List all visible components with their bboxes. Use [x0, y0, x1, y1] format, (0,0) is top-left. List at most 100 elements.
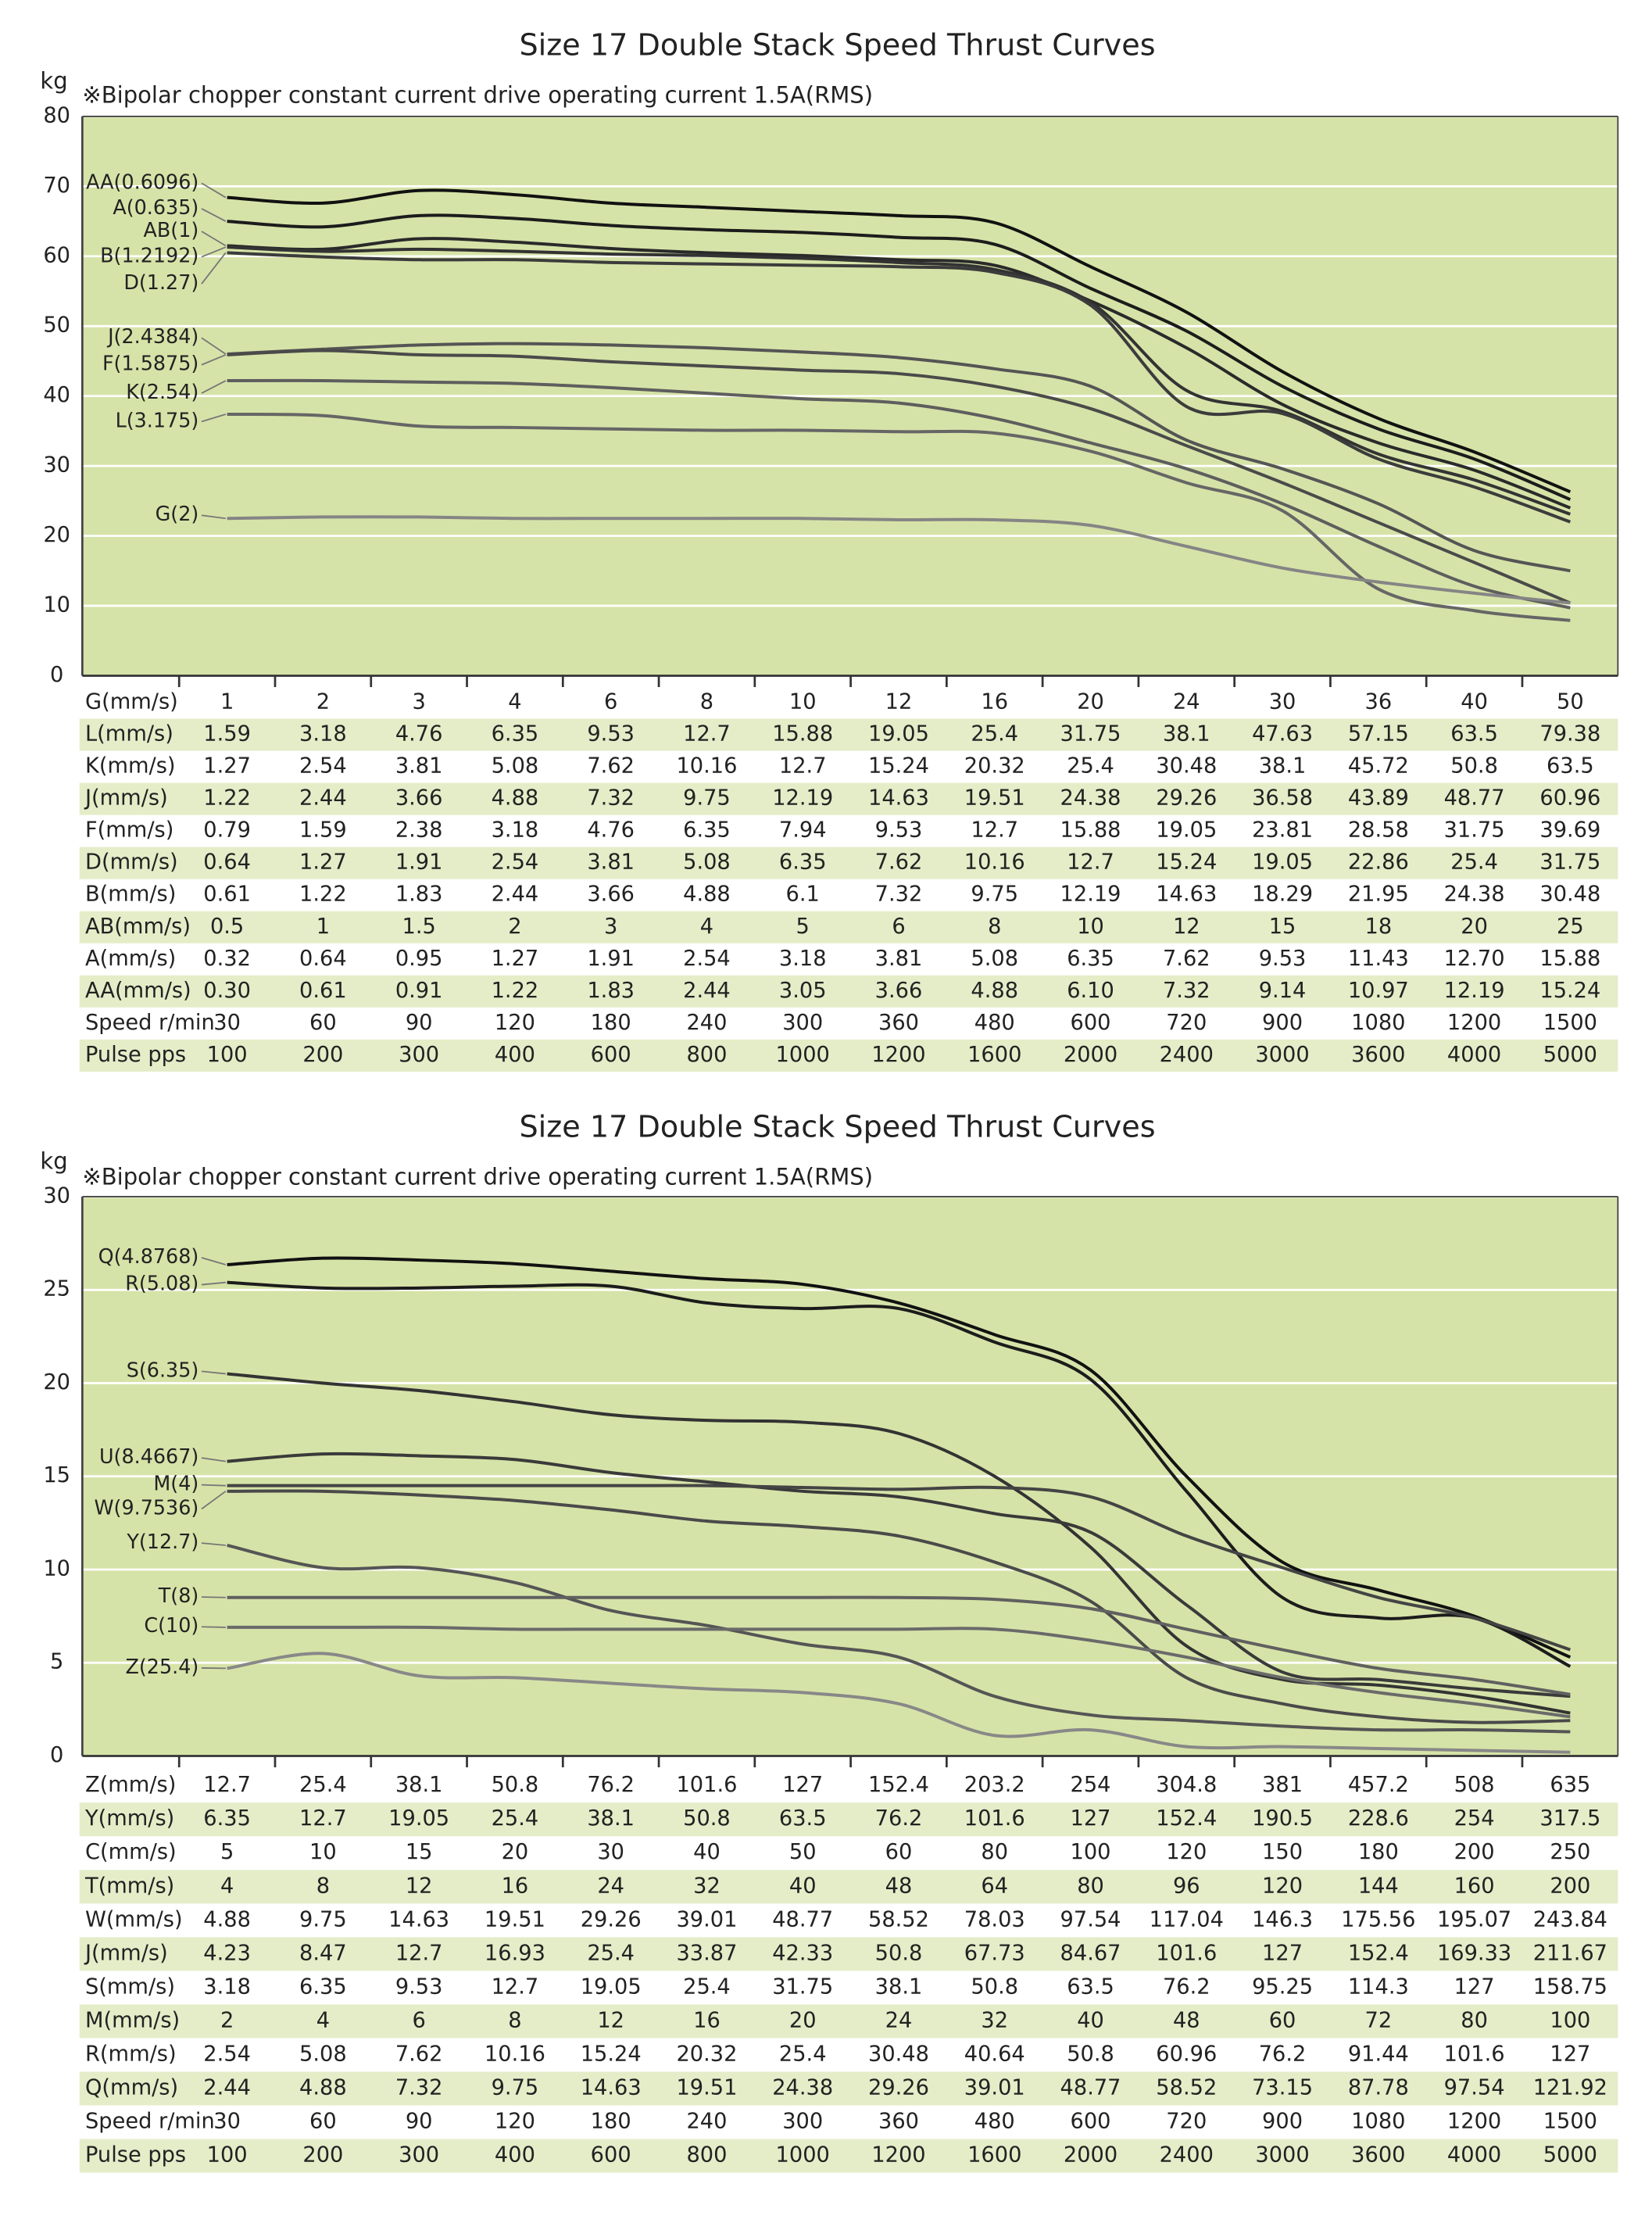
curve-label: R(5.08): [125, 1272, 198, 1295]
table-cell: 146.3: [1252, 1907, 1313, 1931]
table-cell: 100: [207, 1043, 248, 1067]
table-cell: 2.38: [395, 818, 443, 843]
table-cell: 3000: [1255, 2143, 1309, 2168]
table-cell: 6.35: [1067, 947, 1114, 971]
table-cell: 6.35: [683, 818, 731, 843]
table-cell: 9.75: [971, 882, 1018, 907]
table-cell: 3.18: [779, 947, 827, 971]
table-cell: 24.38: [772, 2076, 833, 2100]
table-cell: 3600: [1351, 1043, 1405, 1067]
table-cell: 100: [207, 2143, 248, 2168]
legend-leader: [201, 354, 227, 366]
table-cell: 67.73: [964, 1941, 1025, 1965]
table-cell: 2: [508, 915, 521, 939]
legend-leader: [201, 1281, 226, 1286]
table-cell: 101.6: [1156, 1941, 1217, 1965]
y-tick-label: 80: [43, 103, 70, 127]
table-cell: 16: [502, 1874, 529, 1898]
thrust-curve: [227, 1372, 1571, 1715]
table-cell: 50: [1557, 689, 1584, 714]
table-cell: 1.59: [299, 818, 347, 843]
table-cell: 15.88: [1060, 818, 1121, 843]
table-cell: 180: [1358, 1840, 1399, 1864]
table-cell: 1500: [1543, 1011, 1597, 1035]
table-cell: 8.47: [299, 1941, 347, 1965]
table-cell: 23.81: [1252, 818, 1313, 843]
table-cell: 7.62: [587, 754, 635, 779]
legend-leader: [201, 514, 226, 520]
table-cell: 120: [1166, 1840, 1207, 1864]
table-cell: 10.97: [1348, 979, 1409, 1003]
table-cell: 240: [686, 2110, 727, 2134]
table-cell: 42.33: [772, 1941, 833, 1965]
y-tick-label: 20: [43, 523, 70, 547]
table-cell: 50.8: [875, 1941, 923, 1965]
table-cell: 8: [700, 689, 713, 714]
table-cell: 39.01: [964, 2076, 1025, 2100]
row-label: D(mm/s): [85, 850, 178, 875]
table-cell: 12: [406, 1874, 433, 1898]
table-cell: 12.19: [1444, 979, 1505, 1003]
table-cell: 19.51: [964, 786, 1025, 811]
y-tick-label: 20: [43, 1370, 70, 1394]
table-cell: 480: [974, 2110, 1015, 2134]
table-row-stripe: [79, 1937, 1618, 1971]
row-label: AB(mm/s): [85, 915, 191, 939]
table-cell: 800: [686, 1043, 727, 1067]
table-cell: 254: [1071, 1773, 1111, 1797]
table-cell: 127: [1071, 1806, 1111, 1831]
table-cell: 1.27: [492, 947, 539, 971]
row-label: Y(mm/s): [84, 1806, 174, 1831]
table-cell: 6.35: [492, 722, 539, 746]
table-cell: 30.48: [868, 2042, 929, 2066]
table-cell: 58.52: [868, 1907, 929, 1931]
table-cell: 9.75: [492, 2076, 539, 2100]
table-cell: 25.4: [492, 1806, 539, 1831]
table-cell: 300: [782, 2110, 823, 2134]
table-cell: 121.92: [1533, 2076, 1607, 2100]
table-cell: 6.35: [299, 1974, 347, 1999]
table-cell: 0.61: [299, 979, 347, 1003]
table-cell: 158.75: [1533, 1974, 1607, 1999]
thrust-curve: [227, 1489, 1571, 1724]
table-cell: 50.8: [1067, 2042, 1114, 2066]
table-cell: 2000: [1064, 1043, 1117, 1067]
table-cell: 8: [316, 1874, 330, 1898]
table-cell: 16: [693, 2008, 721, 2032]
table-cell: 10: [1077, 915, 1104, 939]
thrust-curve: [227, 1280, 1572, 1668]
y-tick-label: 0: [50, 1743, 63, 1767]
table-cell: 12.7: [492, 1974, 539, 1999]
chart-subtitle: ※Bipolar chopper constant current drive …: [82, 1163, 873, 1190]
table-cell: 457.2: [1348, 1773, 1409, 1797]
table-row-stripe: [79, 1802, 1618, 1837]
table-cell: 4.88: [299, 2076, 347, 2100]
thrust-curve: [227, 1484, 1571, 1652]
table-cell: 22.86: [1348, 850, 1409, 875]
table-cell: 14.63: [868, 786, 929, 811]
table-cell: 60.96: [1539, 786, 1600, 811]
thrust-curve: [227, 1652, 1571, 1754]
table-row-stripe: [79, 975, 1618, 1008]
table-cell: 38.1: [587, 1806, 635, 1831]
table-cell: 76.2: [587, 1773, 635, 1797]
table-cell: 12: [597, 2008, 624, 2032]
row-label: B(mm/s): [85, 882, 176, 907]
table-cell: 9.53: [395, 1974, 443, 1999]
table-cell: 15.24: [1156, 850, 1217, 875]
legend-leader: [201, 1484, 226, 1487]
table-cell: 1.59: [203, 722, 251, 746]
table-cell: 10.16: [485, 2042, 545, 2066]
table-cell: 0.79: [203, 818, 251, 843]
thrust-curve: [227, 213, 1572, 501]
legend-leader: [201, 1370, 226, 1375]
table-cell: 50.8: [1450, 754, 1498, 779]
table-cell: 19.05: [581, 1974, 642, 1999]
table-cell: 1200: [871, 1043, 925, 1067]
table-cell: 6.35: [779, 850, 827, 875]
table-cell: 114.3: [1348, 1974, 1409, 1999]
row-label: J(mm/s): [84, 1941, 168, 1965]
table-cell: 50.8: [492, 1773, 539, 1797]
row-label: A(mm/s): [85, 947, 176, 971]
